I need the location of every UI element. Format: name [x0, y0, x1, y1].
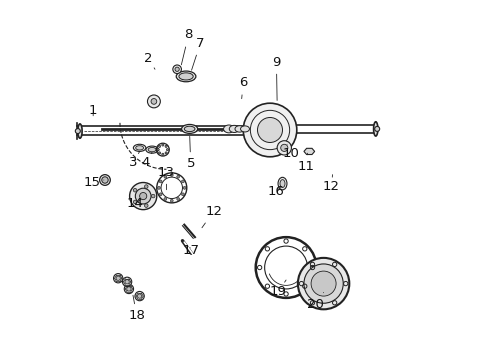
Circle shape: [151, 194, 155, 198]
Ellipse shape: [223, 125, 234, 133]
Circle shape: [116, 276, 121, 280]
Circle shape: [167, 149, 169, 151]
Circle shape: [164, 198, 167, 201]
Text: 5: 5: [187, 136, 195, 170]
Text: 17: 17: [182, 244, 199, 257]
Ellipse shape: [182, 125, 197, 134]
Ellipse shape: [229, 125, 239, 132]
Text: 15: 15: [84, 176, 104, 189]
Circle shape: [258, 117, 283, 143]
Circle shape: [114, 274, 123, 283]
Circle shape: [375, 126, 380, 131]
Circle shape: [175, 67, 179, 71]
Text: 11: 11: [298, 153, 315, 173]
Circle shape: [140, 193, 147, 200]
Text: 20: 20: [307, 293, 324, 311]
Circle shape: [135, 188, 151, 204]
Circle shape: [145, 185, 148, 188]
Circle shape: [158, 152, 161, 154]
Circle shape: [151, 99, 157, 104]
Circle shape: [304, 264, 343, 303]
Text: 2: 2: [144, 52, 155, 69]
Ellipse shape: [176, 71, 196, 82]
Circle shape: [171, 199, 173, 202]
Text: 18: 18: [128, 295, 145, 322]
Circle shape: [177, 175, 180, 178]
Circle shape: [243, 103, 297, 157]
Circle shape: [130, 183, 157, 210]
Circle shape: [127, 287, 131, 291]
Text: 7: 7: [192, 37, 205, 70]
Text: 19: 19: [270, 280, 287, 298]
Ellipse shape: [133, 144, 146, 152]
Circle shape: [145, 204, 148, 207]
Circle shape: [125, 280, 129, 284]
Ellipse shape: [278, 177, 287, 190]
Circle shape: [102, 177, 108, 183]
Circle shape: [138, 294, 142, 298]
Circle shape: [277, 141, 292, 155]
Text: 14: 14: [126, 197, 144, 210]
Ellipse shape: [146, 146, 158, 153]
Text: 13: 13: [158, 166, 175, 190]
Ellipse shape: [280, 180, 285, 188]
Circle shape: [135, 292, 144, 301]
Text: 8: 8: [181, 28, 193, 65]
Ellipse shape: [136, 146, 144, 150]
Ellipse shape: [241, 126, 249, 132]
Circle shape: [165, 145, 167, 148]
Circle shape: [181, 193, 184, 196]
Circle shape: [157, 149, 159, 151]
Text: 3: 3: [129, 152, 140, 169]
Circle shape: [133, 200, 137, 204]
Circle shape: [133, 188, 137, 192]
Circle shape: [162, 144, 164, 146]
Circle shape: [164, 175, 167, 178]
Ellipse shape: [179, 73, 193, 80]
Circle shape: [281, 144, 288, 152]
Circle shape: [157, 186, 160, 189]
Circle shape: [159, 180, 162, 183]
Circle shape: [159, 193, 162, 196]
Ellipse shape: [373, 122, 378, 136]
Circle shape: [165, 152, 167, 154]
Circle shape: [298, 258, 349, 309]
Text: 10: 10: [282, 144, 299, 160]
Text: 6: 6: [239, 76, 247, 99]
Ellipse shape: [99, 175, 110, 185]
Circle shape: [173, 65, 181, 73]
Circle shape: [124, 284, 134, 294]
Circle shape: [183, 186, 186, 189]
Text: 9: 9: [272, 55, 281, 100]
Polygon shape: [304, 148, 315, 154]
Circle shape: [177, 198, 180, 201]
Ellipse shape: [78, 124, 82, 138]
Text: 1: 1: [89, 104, 98, 117]
Circle shape: [311, 271, 336, 296]
Ellipse shape: [235, 126, 245, 132]
Circle shape: [158, 145, 161, 148]
Text: 4: 4: [142, 152, 152, 169]
Circle shape: [147, 95, 160, 108]
Circle shape: [171, 174, 173, 176]
Circle shape: [181, 180, 184, 183]
Circle shape: [122, 277, 132, 287]
Circle shape: [162, 153, 164, 156]
Circle shape: [75, 129, 80, 134]
Ellipse shape: [148, 148, 156, 152]
Ellipse shape: [184, 126, 195, 132]
Text: 12: 12: [202, 205, 222, 228]
Text: 12: 12: [323, 175, 340, 193]
Text: 16: 16: [268, 185, 285, 198]
